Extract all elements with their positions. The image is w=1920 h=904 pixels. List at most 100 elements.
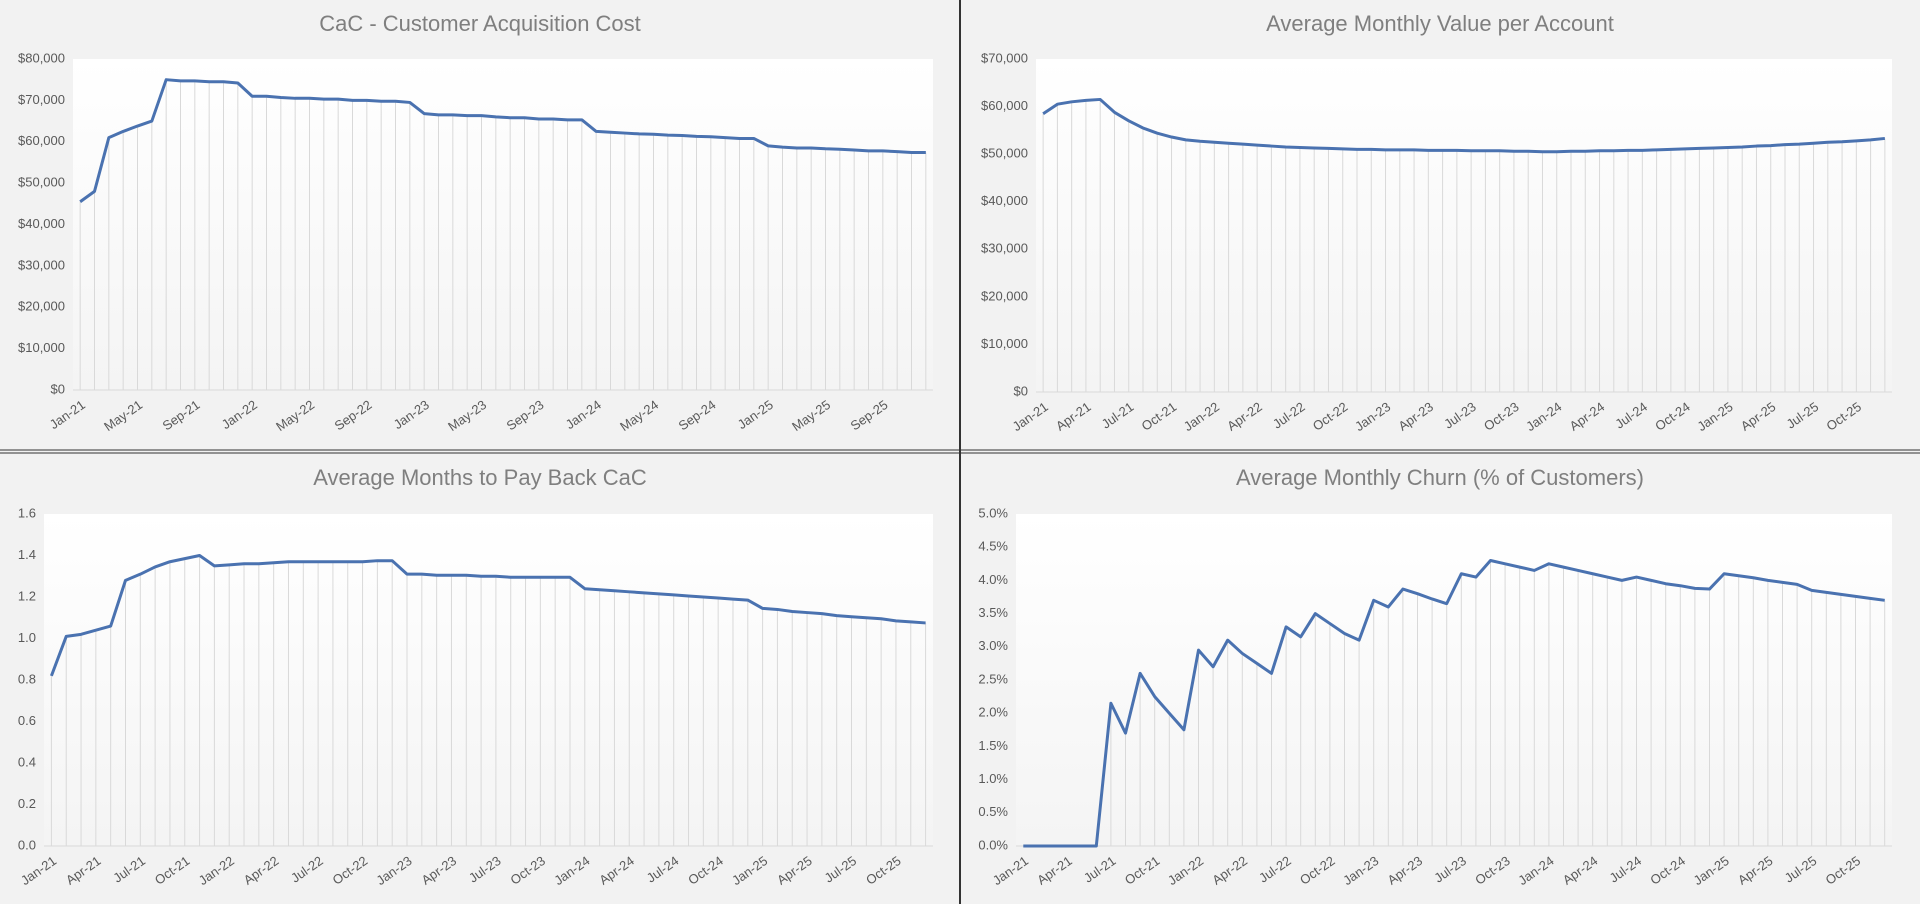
x-tick-label: Jan-23	[1340, 853, 1381, 888]
x-tick-label: Apr-21	[1034, 853, 1075, 888]
x-tick-label: Jan-25	[729, 853, 770, 888]
x-tick-label: Jan-25	[1691, 853, 1732, 888]
x-tick-label: Oct-25	[863, 853, 904, 888]
y-tick-label: 0.0	[18, 837, 36, 852]
x-tick-label: Jul-21	[1099, 399, 1137, 432]
x-tick-label: Oct-23	[1472, 853, 1513, 888]
x-tick-label: Jul-24	[1612, 399, 1650, 432]
plot-area	[1036, 59, 1892, 392]
chart-title: Average Months to Pay Back CaC	[313, 465, 647, 490]
x-tick-label: Jul-25	[822, 853, 860, 886]
x-tick-label: Jan-25	[735, 397, 776, 432]
x-tick-label: Sep-22	[332, 397, 375, 433]
x-tick-label: Oct-23	[1481, 399, 1522, 434]
y-tick-label: $10,000	[981, 336, 1028, 351]
y-tick-label: 1.0%	[978, 771, 1008, 786]
x-tick-label: Jan-24	[563, 397, 604, 432]
y-tick-label: 1.0	[18, 630, 36, 645]
x-tick-label: Sep-21	[160, 397, 203, 433]
y-tick-label: $80,000	[18, 50, 65, 65]
x-tick-label: Jan-24	[1515, 853, 1556, 888]
x-tick-label: Jul-21	[110, 853, 148, 886]
x-tick-label: Jul-21	[1081, 853, 1119, 886]
chart-title: CaC - Customer Acquisition Cost	[319, 11, 641, 36]
x-tick-label: Sep-25	[848, 397, 891, 433]
x-tick-label: Apr-25	[1735, 853, 1776, 888]
y-tick-label: $50,000	[18, 175, 65, 190]
y-tick-label: $10,000	[18, 340, 65, 355]
y-tick-label: 1.4	[18, 547, 36, 562]
x-tick-label: Oct-24	[685, 853, 726, 888]
x-tick-label: Jan-22	[196, 853, 237, 888]
x-tick-label: Jan-22	[1181, 399, 1222, 434]
x-tick-label: Jul-24	[1607, 853, 1645, 886]
y-tick-label: 0.2	[18, 796, 36, 811]
x-tick-label: Apr-24	[1560, 853, 1601, 888]
y-tick-label: $20,000	[18, 299, 65, 314]
y-tick-label: $60,000	[981, 98, 1028, 113]
y-tick-label: 3.0%	[978, 638, 1008, 653]
x-tick-label: Apr-25	[1738, 399, 1779, 434]
x-tick-label: Jul-25	[1784, 399, 1822, 432]
line-series	[79, 78, 926, 203]
x-tick-label: Oct-25	[1823, 399, 1864, 434]
x-tick-label: Jul-22	[1256, 853, 1294, 886]
y-tick-label: $70,000	[981, 50, 1028, 65]
plot-area	[73, 59, 933, 390]
x-tick-label: Jan-21	[18, 853, 59, 888]
x-tick-label: Oct-22	[1297, 853, 1338, 888]
x-tick-label: Jan-23	[391, 397, 432, 432]
y-tick-label: 0.5%	[978, 804, 1008, 819]
y-tick-label: $30,000	[981, 241, 1028, 256]
chart-title: Average Monthly Churn (% of Customers)	[1236, 465, 1644, 490]
x-tick-label: Oct-21	[1139, 399, 1180, 434]
x-tick-label: Oct-21	[152, 853, 193, 888]
y-tick-label: 0.6	[18, 713, 36, 728]
x-tick-label: Apr-24	[1567, 399, 1608, 434]
x-tick-label: Apr-22	[1224, 399, 1265, 434]
x-tick-label: Oct-23	[507, 853, 548, 888]
plot-area	[1016, 514, 1892, 846]
line-series	[1023, 558, 1885, 848]
x-tick-label: Jan-24	[551, 853, 592, 888]
y-tick-label: 0.4	[18, 754, 36, 769]
x-tick-label: Jan-24	[1523, 399, 1564, 434]
y-tick-label: $70,000	[18, 92, 65, 107]
x-tick-label: Jan-23	[1352, 399, 1393, 434]
y-tick-label: 0.0%	[978, 837, 1008, 852]
x-tick-label: Apr-23	[1395, 399, 1436, 434]
y-tick-label: $20,000	[981, 288, 1028, 303]
x-tick-label: Apr-22	[1209, 853, 1250, 888]
x-tick-label: Jul-22	[1270, 399, 1308, 432]
line-series	[50, 554, 926, 677]
y-tick-label: 2.0%	[978, 705, 1008, 720]
x-tick-label: Apr-25	[774, 853, 815, 888]
x-tick-label: Jul-22	[288, 853, 326, 886]
x-tick-label: Jan-23	[374, 853, 415, 888]
x-tick-label: Jul-23	[1441, 399, 1479, 432]
x-tick-label: Sep-24	[676, 397, 719, 433]
x-tick-label: May-22	[273, 397, 317, 434]
x-tick-label: Jul-23	[466, 853, 504, 886]
x-tick-label: Apr-21	[63, 853, 104, 888]
y-tick-label: 4.5%	[978, 539, 1008, 554]
y-tick-label: 3.5%	[978, 605, 1008, 620]
x-tick-label: Jan-21	[47, 397, 88, 432]
chart-title: Average Monthly Value per Account	[1266, 11, 1614, 36]
y-tick-label: $0	[51, 381, 65, 396]
x-tick-label: Apr-24	[596, 853, 637, 888]
x-tick-label: May-25	[789, 397, 833, 434]
y-tick-label: 5.0%	[978, 505, 1008, 520]
x-tick-label: Apr-23	[1385, 853, 1426, 888]
y-tick-label: 4.0%	[978, 572, 1008, 587]
x-tick-label: May-23	[445, 397, 489, 434]
y-tick-label: 1.5%	[978, 738, 1008, 753]
x-tick-label: Jul-23	[1431, 853, 1469, 886]
x-tick-label: Oct-22	[1310, 399, 1351, 434]
x-tick-label: Jul-25	[1782, 853, 1820, 886]
x-tick-label: May-21	[101, 397, 145, 434]
x-tick-label: Oct-24	[1652, 399, 1693, 434]
x-tick-label: Jan-22	[1165, 853, 1206, 888]
y-tick-label: $0	[1014, 383, 1028, 398]
